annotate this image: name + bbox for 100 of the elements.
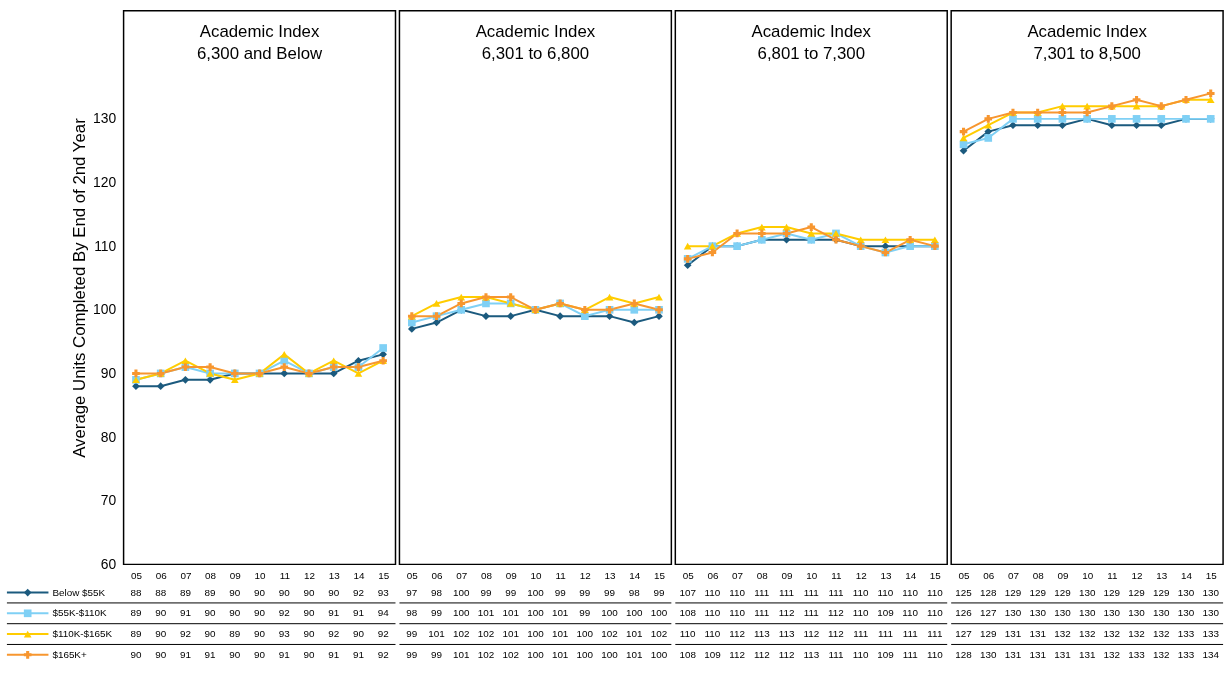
data-label: 110 [852,607,870,619]
x-tick-label: 11 [1107,569,1118,581]
text: Academic Index [751,22,872,42]
data-label: 129 [1103,586,1121,598]
x-tick-label: 10 [806,569,818,581]
data-label: 126 [955,607,973,619]
data-label: 132 [1153,628,1170,640]
data-label: 109 [877,648,895,660]
data-label: 98 [431,586,443,598]
y-tick-label: 120 [93,173,117,190]
data-label: 112 [803,628,820,640]
x-tick-label: 12 [303,569,315,581]
x-tick-label: 06 [707,569,719,581]
data-label: 112 [729,648,745,660]
x-tick-label: 08 [480,569,493,581]
x-tick-label: 15 [929,569,942,581]
data-label: 130 [1153,607,1171,619]
data-label: 130 [1004,607,1022,619]
data-label: 93 [278,628,291,640]
data-label: 100 [601,648,619,660]
data-label: 90 [229,648,241,660]
data-label: 110 [729,586,746,598]
data-label: 130 [1202,586,1220,598]
data-label: 90 [155,607,167,619]
data-label: 99 [505,586,517,598]
data-label: 100 [527,648,545,660]
text: Academic Index [475,22,596,42]
data-label: 110 [926,648,944,660]
data-label: 102 [502,648,519,660]
x-tick-label: 06 [155,569,168,581]
data-label: 90 [303,628,315,640]
legend-label: $165K+ [52,648,87,660]
data-label: 110 [679,628,697,640]
x-tick-label: 06 [983,569,995,581]
data-label: 134 [1202,648,1220,660]
data-label: 129 [1029,586,1047,598]
x-tick-label: 14 [1181,569,1193,581]
data-label: 94 [377,607,390,619]
x-tick-label: 09 [1057,569,1069,581]
text: Academic Index [1027,22,1148,42]
data-label: 91 [352,648,365,660]
data-label: 102 [477,648,495,660]
data-label: 92 [377,648,389,660]
text: Academic Index [199,22,320,42]
data-label: 133 [1177,648,1195,660]
data-label: 110 [902,607,919,619]
data-label: 131 [1004,648,1022,660]
x-tick-label: 07 [1007,569,1019,581]
data-label: 131 [1029,628,1047,640]
data-label: 111 [853,628,869,640]
y-tick-label: 110 [94,237,117,254]
data-label: 111 [927,628,943,640]
data-label: 101 [551,628,569,640]
data-label: 110 [729,607,746,619]
data-label: 130 [1029,607,1047,619]
x-tick-label: 12 [855,569,867,581]
data-label: 130 [1078,586,1096,598]
data-label: 132 [1128,628,1145,640]
data-label: 91 [278,648,291,660]
x-tick-label: 12 [579,569,591,581]
data-label: 99 [480,586,492,598]
data-label: 101 [626,628,644,640]
data-label: 99 [579,586,591,598]
x-tick-label: 13 [328,569,341,581]
data-label: 129 [1128,586,1146,598]
data-label: 102 [650,628,668,640]
data-label: 88 [130,586,142,598]
data-label: 89 [204,586,217,598]
data-label: 98 [406,607,418,619]
data-label: 130 [1078,607,1096,619]
data-label: 131 [1054,648,1072,660]
data-label: 110 [704,607,721,619]
data-label: 130 [1177,586,1195,598]
data-label: 90 [303,607,315,619]
data-label: 125 [955,586,973,598]
data-label: 100 [527,628,545,640]
x-tick-label: 11 [279,569,291,581]
y-tick-label: 80 [100,428,117,445]
text: 6,801 to 7,300 [757,44,865,64]
x-tick-label: 10 [254,569,267,581]
data-label: 112 [828,607,844,619]
data-label: 90 [278,586,291,598]
data-label: 91 [204,648,217,660]
data-label: 91 [179,607,192,619]
data-label: 101 [551,607,569,619]
data-label: 129 [1153,586,1171,598]
data-label: 100 [650,648,668,660]
y-tick-label: 70 [100,492,117,509]
x-tick-label: 10 [1082,569,1094,581]
data-label: 109 [877,607,895,619]
data-label: 130 [1202,607,1220,619]
y-tick-label: 60 [100,555,117,572]
data-label: 112 [778,607,795,619]
data-label: 90 [303,586,315,598]
data-label: 132 [1078,628,1096,640]
data-label: 99 [579,607,591,619]
legend-label: $110K-$165K [52,628,113,640]
data-label: 111 [902,628,919,640]
data-label: 111 [877,628,894,640]
x-tick-label: 14 [905,569,917,581]
